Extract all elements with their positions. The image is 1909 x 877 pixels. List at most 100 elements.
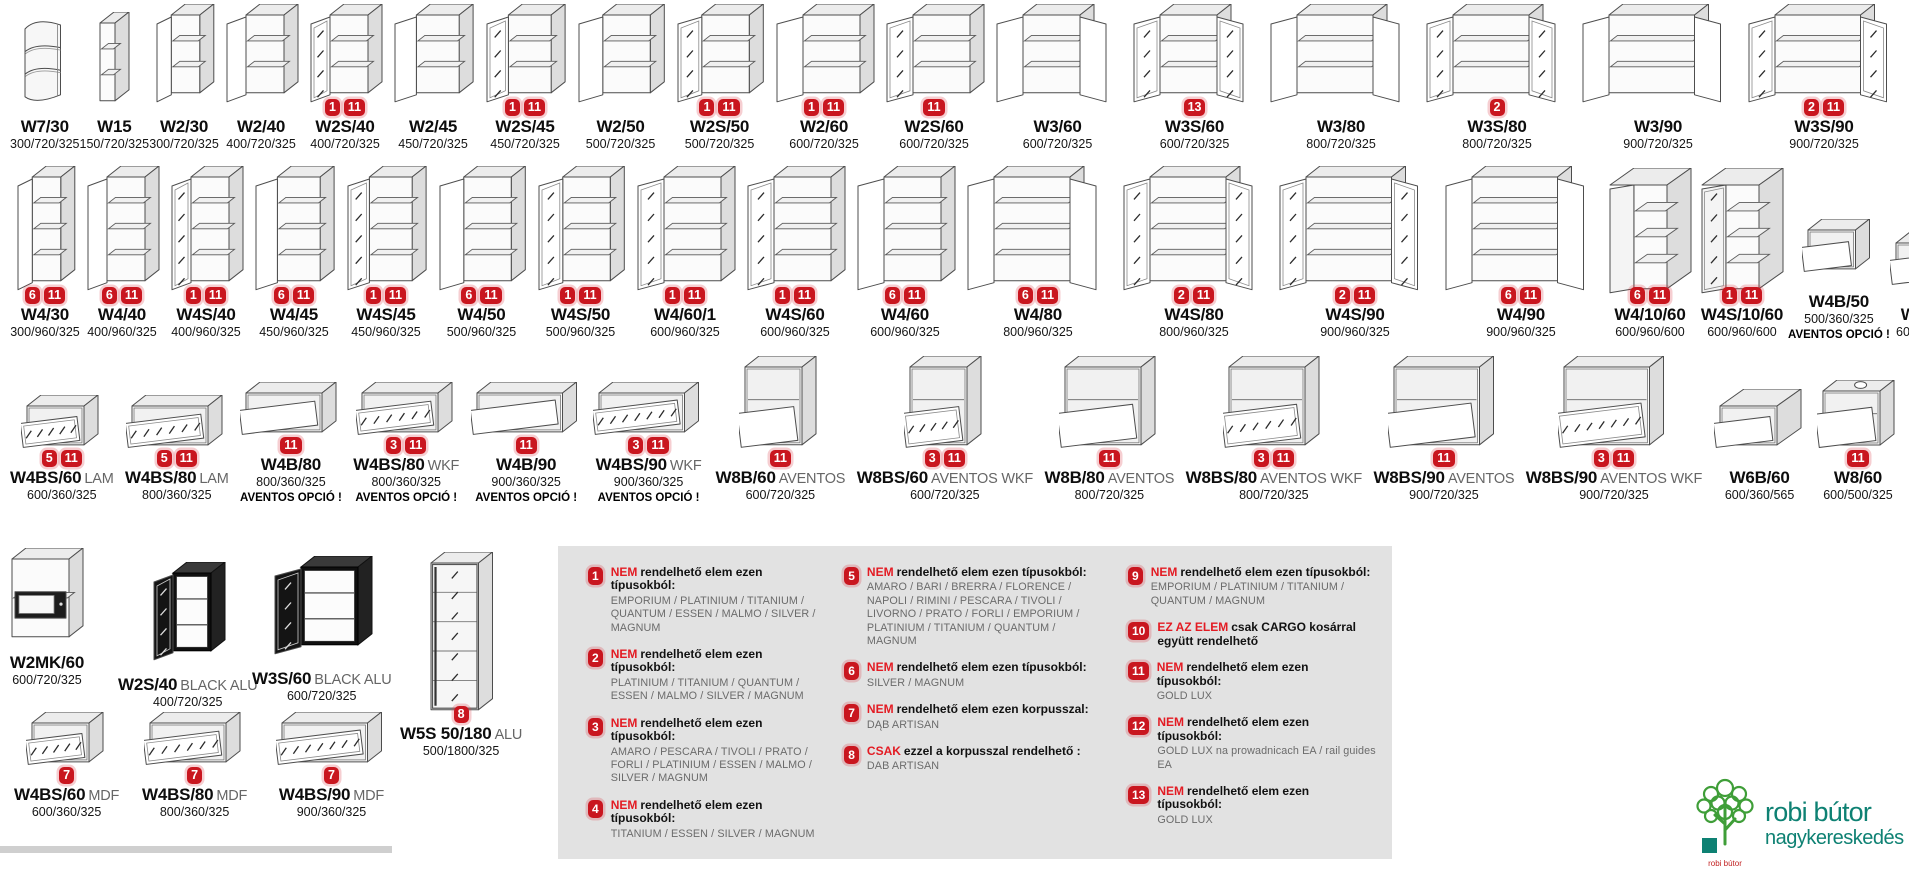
legend-rule: rendelhető elem ezen típusokból:: [610, 797, 763, 826]
item-dimensions: 800/360/325: [256, 475, 326, 490]
item-dimensions: 600/960/600: [1615, 325, 1685, 340]
double-glass-cabinet-icon: [1116, 165, 1272, 297]
cabinet-item-w4b-90: 11 W4B/90 900/360/325 AVENTOS OPCIÓ !: [469, 381, 582, 504]
restriction-badge: 11: [1036, 286, 1059, 304]
cabinet-item-w4-40: 6 11 W4/40 400/960/325: [80, 165, 164, 341]
badge-row: 2 11: [1803, 97, 1845, 117]
item-label: W4B/90: [496, 455, 556, 475]
restriction-badge: 3: [1253, 449, 1269, 467]
restriction-badge: 4: [588, 799, 603, 818]
restriction-badge: 3: [588, 717, 603, 736]
badge-row: 6 11: [24, 285, 66, 305]
item-dimensions: 800/360/325: [159, 805, 230, 820]
item-label: W4S/80: [1164, 305, 1223, 325]
item-label: W4B/50: [1809, 292, 1869, 312]
aventos-option-note: AVENTOS OPCIÓ !: [597, 491, 700, 504]
cabinet-item-w4s-45: 1 11 W4S/45 450/960/325: [340, 165, 432, 341]
item-code: W4/60: [880, 305, 930, 324]
badge-row: 5 11: [156, 448, 197, 468]
restriction-badge: 11: [683, 286, 706, 304]
item-label: W2S/40: [315, 117, 374, 137]
restriction-badge: 11: [943, 449, 965, 467]
item-dimensions: 800/960/325: [1159, 325, 1229, 340]
restriction-badge: 13: [1128, 785, 1150, 804]
legend-text: EZ AZ ELEM csak CARGO kosárral együtt ren…: [1157, 620, 1376, 648]
item-suffix: AVENTOS WKF: [1260, 471, 1363, 487]
item-dimensions: 900/720/325: [1409, 488, 1479, 503]
legend-title: CSAK ezzel a korpusszal rendelhető :: [867, 743, 1081, 758]
item-dimensions: 400/960/325: [171, 325, 241, 340]
item-label: W4S/90: [1325, 305, 1384, 325]
item-code: W8BS/90: [1525, 468, 1598, 487]
cabinet-item-w5s-50-180-alu: 8 W5S 50/180 ALU 500/1800/325: [400, 551, 522, 760]
restriction-badge: 11: [204, 286, 227, 304]
restriction-badge: 2: [588, 649, 603, 667]
black-glass-cabinet-icon: [146, 560, 230, 667]
legend-title: NEM rendelhető elem ezen típusokból:: [867, 661, 1087, 674]
double-door-cabinet-icon: [1438, 165, 1604, 297]
legend-title: NEM rendelhető elem ezen típusokból:: [611, 647, 823, 675]
cabinet-item-w2s-40: 1 11 W2S/40 400/720/325: [303, 3, 387, 153]
item-dimensions: 500/360/325: [1804, 312, 1874, 327]
logo-name: robi bútor: [1765, 797, 1872, 828]
restriction-badge: 11: [523, 98, 546, 116]
legend-rule: ezzel a korpusszal rendelhető :: [903, 743, 1081, 758]
badge-row: 6 11: [1017, 285, 1059, 305]
restriction-badge: 8: [453, 705, 469, 723]
tall-glass-cabinet-icon: [425, 551, 498, 716]
glass-door-cabinet-icon: [670, 3, 769, 109]
restriction-badge: 3: [628, 436, 644, 454]
cabinet-item-w7-30: W7/30 300/720/325: [10, 15, 80, 153]
restriction-badge: 11: [822, 98, 845, 116]
legend-title: EZ AZ ELEM csak CARGO kosárral együtt ren…: [1157, 620, 1376, 648]
legend-item-2: 2 NEM rendelhető elem ezen típusokból: PLAT…: [588, 647, 823, 704]
item-dimensions: 800/960/325: [1003, 325, 1073, 340]
cabinet-item-w4bs-90-mdf: 7 W4BS/90 MDF 900/360/325: [274, 711, 387, 821]
item-dimensions: 600/960/600: [1707, 325, 1777, 340]
restriction-badge: 11: [769, 449, 791, 467]
glass-door-cabinet-icon: [340, 165, 432, 297]
badge-row: 3 11: [924, 448, 965, 468]
flap-glass-cabinet-icon: [274, 711, 387, 777]
legend-rule: csak CARGO kosárral együtt rendelhető: [1157, 620, 1356, 648]
item-label: W4BS/90 MDF: [279, 785, 384, 805]
item-dimensions: 600/360/325: [31, 805, 102, 820]
item-code: W4/80: [1013, 305, 1063, 324]
badge-row: 1 11: [774, 285, 816, 305]
item-code: W4BS/90: [278, 785, 351, 804]
item-dimensions: 600/360/565: [1724, 488, 1795, 503]
glass-door-cabinet-icon: [879, 3, 989, 109]
logo-tagline: nagykereskedés: [1765, 826, 1904, 849]
restriction-badge: 11: [1519, 286, 1542, 304]
legend-text: NEM rendelhető elem ezen típusokból: TITAN…: [610, 797, 823, 841]
item-suffix: LAM: [84, 471, 114, 487]
item-dimensions: 600/500/325: [1823, 488, 1893, 503]
item-code: W4BS/80: [142, 785, 214, 804]
legend-keyword: NEM: [1157, 715, 1185, 730]
legend-keyword: NEM: [866, 565, 894, 579]
item-dimensions: 450/720/325: [398, 137, 468, 152]
item-code: W4/90: [1496, 305, 1546, 324]
cabinet-item-w8bs-90-aventos-wkf: 3 11 W8BS/90 AVENTOS WKF 900/720/325: [1525, 355, 1702, 504]
restriction-badge: 11: [1822, 98, 1845, 116]
cabinet-item-w4bs-80-lam: 5 11 W4BS/80 LAM 800/360/325: [125, 394, 229, 504]
badge-row: 3 11: [628, 435, 669, 455]
item-code: W4/10/60: [1614, 305, 1686, 324]
legend-rule: rendelhető elem ezen típusokból:: [1180, 565, 1371, 579]
legend-keyword: NEM: [866, 660, 894, 675]
item-label: W4/80: [1014, 305, 1062, 325]
item-label: W2S/45: [495, 117, 554, 137]
item-code: W4B/80: [260, 455, 322, 475]
double-door-cabinet-icon: [1263, 3, 1419, 109]
item-label: W8/60: [1834, 468, 1882, 488]
item-dimensions: 900/720/325: [1623, 137, 1693, 152]
legend-keyword: NEM: [610, 565, 638, 579]
glass-door-cabinet-icon: [303, 3, 387, 109]
item-label: W2/40: [237, 117, 285, 137]
legend-box: 1 NEM rendelhető elem ezen típusokból: EMPO…: [558, 546, 1392, 859]
item-label: W4BS/80 WKF: [353, 455, 459, 475]
flap-glass-cabinet-icon: [125, 394, 227, 460]
item-dimensions: 800/720/325: [1239, 488, 1309, 503]
badge-row: 7: [187, 765, 203, 785]
